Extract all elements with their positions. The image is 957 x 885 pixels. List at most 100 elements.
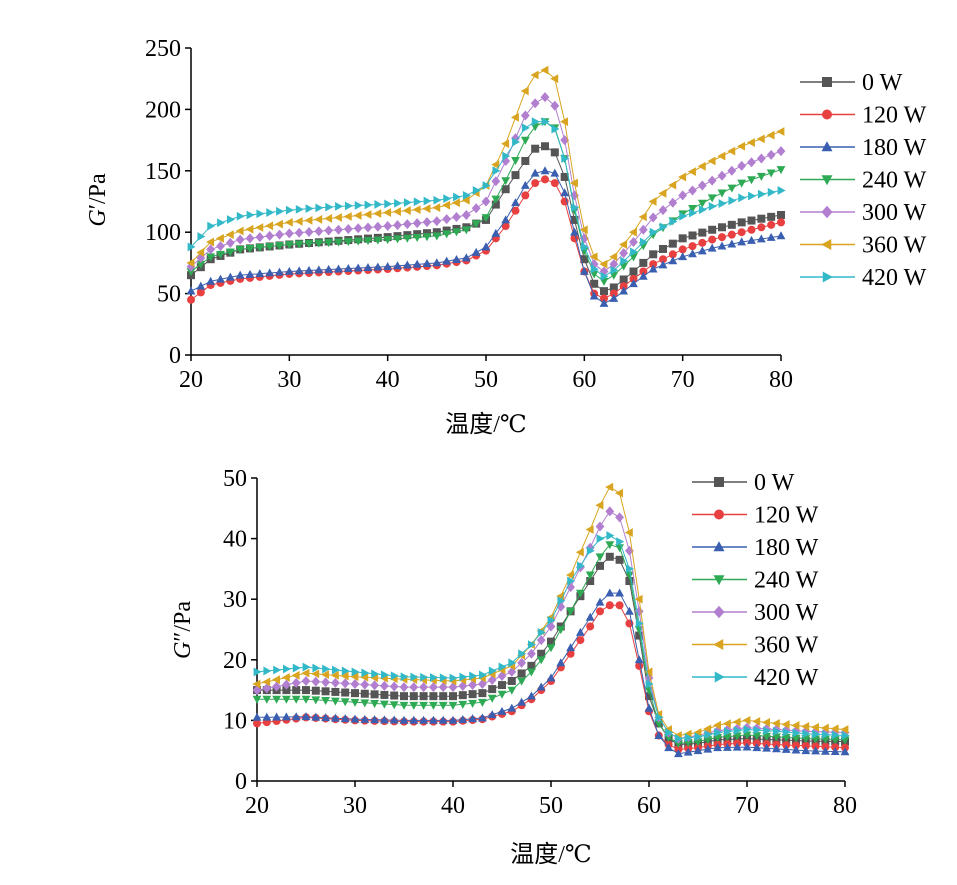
data-point — [566, 570, 574, 580]
data-point — [605, 552, 614, 561]
data-point — [311, 696, 321, 705]
data-point — [520, 86, 529, 96]
data-point — [590, 279, 599, 288]
data-point — [698, 228, 707, 237]
data-point — [792, 728, 801, 738]
data-point — [284, 228, 294, 239]
data-point — [767, 220, 776, 229]
data-point — [781, 720, 790, 729]
data-point — [488, 685, 497, 694]
data-point — [491, 160, 500, 170]
data-point — [717, 189, 727, 198]
data-point — [687, 167, 696, 177]
data-point — [707, 243, 717, 252]
data-point — [301, 668, 310, 678]
data-point — [478, 698, 487, 707]
data-point — [693, 728, 702, 737]
legend-marker — [821, 239, 832, 250]
data-point — [615, 601, 624, 610]
data-point — [703, 724, 712, 734]
data-point — [777, 211, 785, 220]
data-point — [678, 245, 687, 254]
data-point — [668, 250, 677, 259]
data-point — [512, 137, 521, 147]
data-point — [668, 197, 678, 208]
data-point — [340, 698, 350, 707]
data-point — [374, 200, 383, 209]
data-point — [449, 673, 458, 683]
data-point — [649, 260, 658, 269]
data-point — [619, 248, 629, 259]
data-point — [537, 628, 546, 637]
data-point — [335, 202, 344, 211]
data-point — [235, 245, 245, 254]
data-point — [468, 690, 477, 699]
data-point — [654, 730, 664, 739]
legend-marker — [821, 141, 833, 152]
data-point — [704, 730, 713, 740]
data-point — [540, 65, 549, 75]
data-point — [606, 531, 615, 540]
data-point — [429, 715, 438, 724]
data-point — [674, 749, 683, 758]
data-point — [343, 224, 353, 235]
data-point — [658, 188, 667, 198]
data-point — [585, 571, 595, 580]
data-point — [520, 110, 530, 121]
legend-label: 240 W — [754, 568, 819, 594]
data-point — [801, 741, 810, 750]
data-point — [281, 673, 290, 682]
data-point — [292, 686, 301, 695]
data-point — [409, 692, 418, 701]
data-point — [253, 667, 262, 677]
data-point — [609, 283, 618, 292]
data-point — [497, 690, 507, 699]
data-point — [225, 272, 235, 281]
data-point — [737, 228, 746, 237]
data-point — [717, 241, 727, 250]
data-point — [531, 144, 540, 153]
data-point — [353, 211, 362, 220]
data-point — [331, 687, 340, 696]
data-point — [707, 156, 716, 166]
data-point — [294, 216, 303, 226]
x-axis-label: 温度/℃ — [510, 841, 592, 868]
data-point — [294, 227, 304, 238]
data-point — [284, 266, 294, 275]
data-point — [732, 742, 742, 751]
data-point — [334, 224, 343, 235]
data-point — [380, 690, 389, 699]
data-point — [619, 286, 629, 295]
y-tick-label: 50 — [157, 282, 181, 308]
data-point — [645, 679, 654, 689]
data-point — [753, 725, 762, 735]
data-point — [275, 242, 284, 251]
data-point — [360, 679, 370, 690]
data-point — [747, 225, 756, 234]
data-point — [301, 676, 311, 687]
chart-2: 20 30 40 50 60 70 80 0 10 20 30 40 50 温度/℃ G″/Pa 0 W 120… — [170, 466, 857, 868]
data-point — [272, 712, 281, 721]
data-point — [536, 656, 546, 665]
legend-marker — [713, 639, 724, 650]
data-point — [722, 719, 731, 729]
data-point — [605, 541, 615, 550]
legend-label: 360 W — [862, 233, 927, 259]
data-point — [216, 274, 225, 283]
data-point — [360, 672, 369, 682]
data-point — [609, 289, 618, 298]
data-point — [305, 204, 314, 214]
data-point — [284, 241, 294, 250]
data-point — [252, 679, 261, 689]
legend-label: 360 W — [754, 633, 819, 659]
data-point — [481, 242, 491, 251]
data-point — [629, 274, 638, 283]
data-point — [272, 675, 280, 685]
data-point — [595, 500, 604, 510]
data-point — [802, 729, 811, 739]
data-point — [265, 268, 275, 277]
data-point — [282, 679, 291, 690]
data-point — [458, 714, 468, 723]
y-tick-label: 0 — [235, 769, 247, 795]
data-point — [312, 663, 321, 673]
